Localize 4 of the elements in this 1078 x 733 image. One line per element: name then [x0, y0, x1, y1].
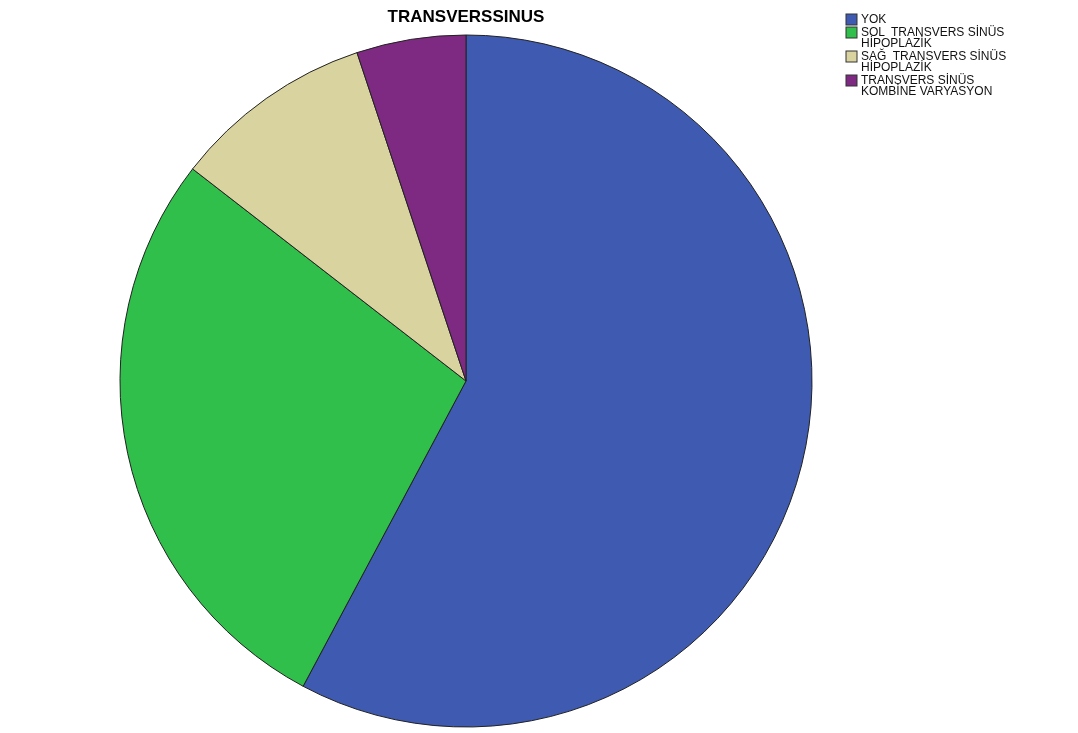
legend-label: SAĞ TRANSVERS SİNÜS HİPOPLAZİK	[861, 48, 1007, 74]
chart-title: TRANSVERSSINUS	[387, 7, 545, 26]
legend-label: TRANSVERS SİNÜS KOMBİNE VARYASYON	[861, 73, 993, 98]
legend-label: YOK	[861, 12, 887, 26]
